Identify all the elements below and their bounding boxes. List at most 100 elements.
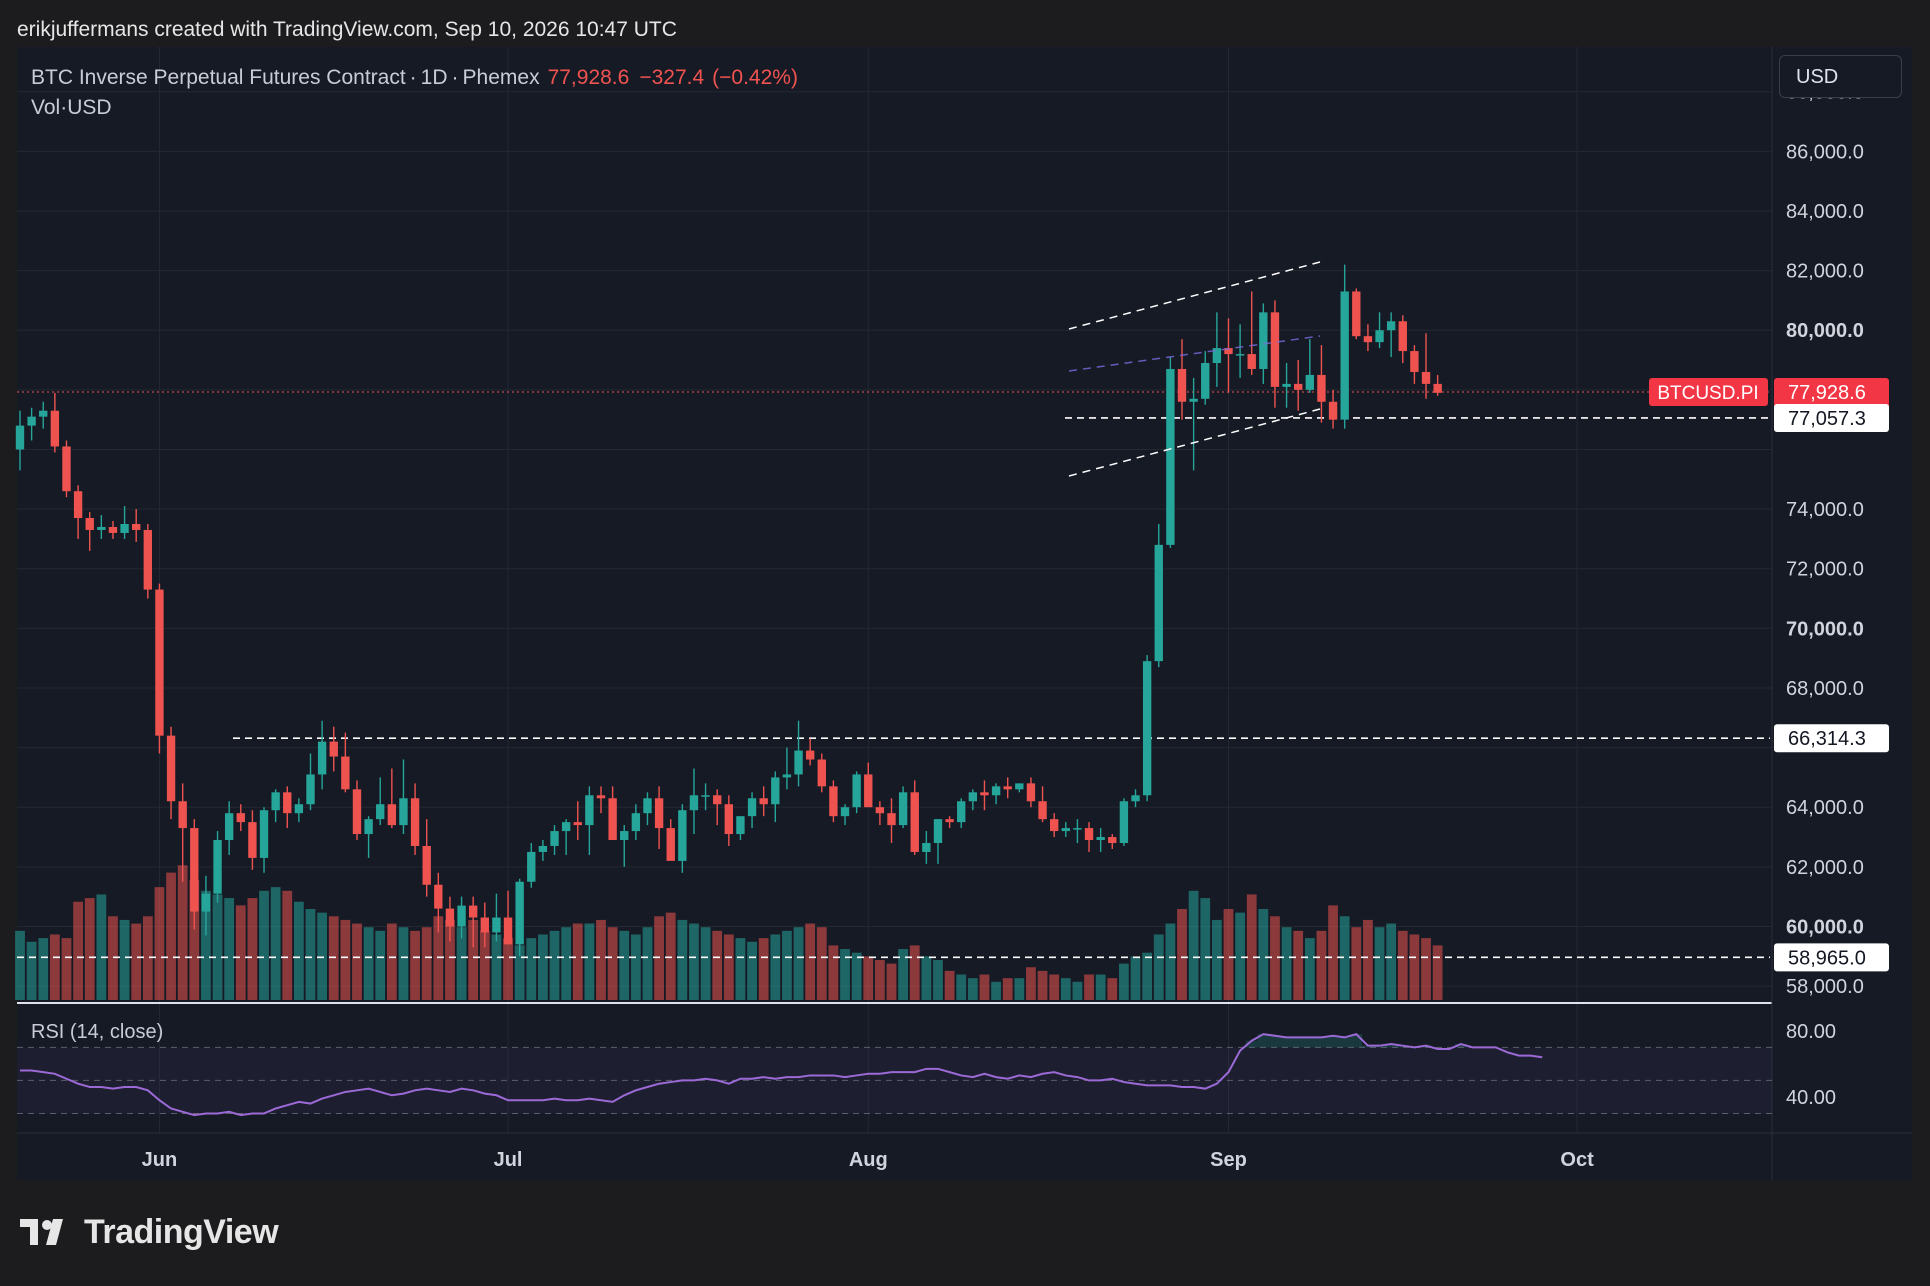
volume-bar	[340, 919, 351, 1000]
candle	[190, 819, 199, 930]
candle-body	[503, 917, 513, 945]
candle-body	[27, 416, 36, 426]
candle-body	[317, 741, 327, 775]
candle	[1154, 524, 1163, 668]
volume-bar	[793, 927, 804, 1000]
volume-bar	[317, 912, 328, 1000]
volume-bar	[1107, 978, 1118, 1000]
candle-body	[527, 851, 536, 882]
candle	[805, 738, 815, 766]
candle-body	[933, 819, 943, 843]
symbol-description: BTC Inverse Perpetual Futures Contract	[31, 66, 406, 89]
candle-body	[1201, 363, 1210, 399]
volume-legend[interactable]: Vol·USD	[31, 96, 112, 120]
candle	[922, 831, 931, 864]
candle-body	[573, 822, 582, 826]
candle	[945, 816, 954, 829]
volume-bar	[1246, 894, 1257, 1000]
rsi-line	[20, 1032, 1543, 1117]
volume-bar	[874, 959, 885, 1000]
volume-bar	[700, 927, 711, 1000]
volume-bar	[270, 887, 281, 1000]
candle-body	[352, 789, 362, 835]
candle	[1352, 288, 1361, 340]
candle	[329, 726, 338, 772]
candle-body	[364, 819, 373, 835]
volume-bar	[526, 938, 537, 1000]
price-tick-label: 68,000.0	[1786, 678, 1864, 700]
candle	[1328, 389, 1338, 429]
candle	[1049, 813, 1059, 838]
volume-bar	[468, 919, 479, 1000]
candle-body	[782, 774, 792, 778]
candle	[538, 840, 548, 861]
candle	[1433, 374, 1442, 396]
volume-bar	[166, 872, 176, 1000]
volume-bar	[1339, 916, 1350, 1000]
candle-body	[341, 756, 350, 790]
volume-bar	[1049, 974, 1060, 1000]
candle	[527, 842, 536, 888]
time-axis[interactable]: Jun Jul Aug Sep Oct	[142, 1149, 1594, 1171]
candle	[736, 816, 745, 841]
candle	[1108, 834, 1117, 849]
candle	[1015, 783, 1024, 793]
candle-body	[515, 881, 524, 945]
volume-bar	[1153, 934, 1164, 1000]
volume-bar	[967, 978, 978, 1000]
candle-body	[1363, 336, 1373, 343]
candle	[1386, 312, 1396, 358]
candle	[1073, 819, 1082, 843]
horizontal-levels[interactable]	[17, 391, 1772, 959]
volume-bar	[398, 927, 409, 1000]
volume-bar	[1130, 956, 1141, 1000]
volume-bar	[851, 952, 862, 1000]
trend-channel-lines[interactable]	[1068, 261, 1321, 477]
level-badge	[1774, 724, 1889, 753]
candles[interactable]	[15, 264, 1442, 957]
candle-body	[701, 795, 710, 797]
volume-bar	[1002, 978, 1013, 1000]
volume-bar	[1235, 912, 1245, 1000]
volume-bar	[1037, 970, 1048, 1000]
volume-bar	[1177, 909, 1187, 1000]
volume-bar	[735, 938, 746, 1000]
candle-body	[678, 810, 687, 861]
candle	[631, 804, 641, 841]
volume-bar	[154, 887, 165, 1000]
volume-bar	[991, 981, 1001, 1000]
legend-separator: ·	[451, 66, 459, 89]
candle	[933, 819, 943, 864]
candle-body	[550, 831, 559, 846]
volume-bar	[1374, 927, 1385, 1000]
candle-body	[561, 822, 571, 832]
volume-bar	[1258, 909, 1269, 1000]
candle	[155, 583, 164, 754]
candle-body	[434, 884, 443, 909]
symbol-legend[interactable]: BTC Inverse Perpetual Futures Contract · 1…	[31, 66, 798, 90]
volume-bar	[1351, 927, 1362, 1000]
candle-body	[457, 905, 466, 927]
candle	[50, 392, 60, 453]
candle-body	[39, 410, 48, 417]
candle-body	[1433, 383, 1442, 393]
volume-bar	[375, 930, 386, 1000]
volume-bar	[619, 930, 630, 1000]
candle	[306, 753, 315, 811]
volume-bar	[805, 923, 816, 1000]
volume-bar	[1281, 927, 1292, 1000]
exchange-label: Phemex	[462, 66, 540, 89]
candle-body	[155, 589, 164, 736]
volume-bar	[142, 916, 153, 1000]
channel-trendline	[1068, 335, 1321, 372]
candle	[724, 795, 734, 846]
tradingview-logo: TradingView	[20, 1212, 279, 1252]
currency-button[interactable]: USD	[1779, 55, 1902, 98]
candle-body	[724, 804, 734, 835]
channel-trendline	[1068, 408, 1321, 477]
candle	[654, 786, 664, 849]
volume-bar	[898, 949, 909, 1000]
candle-body	[468, 905, 478, 918]
candle	[317, 720, 327, 790]
